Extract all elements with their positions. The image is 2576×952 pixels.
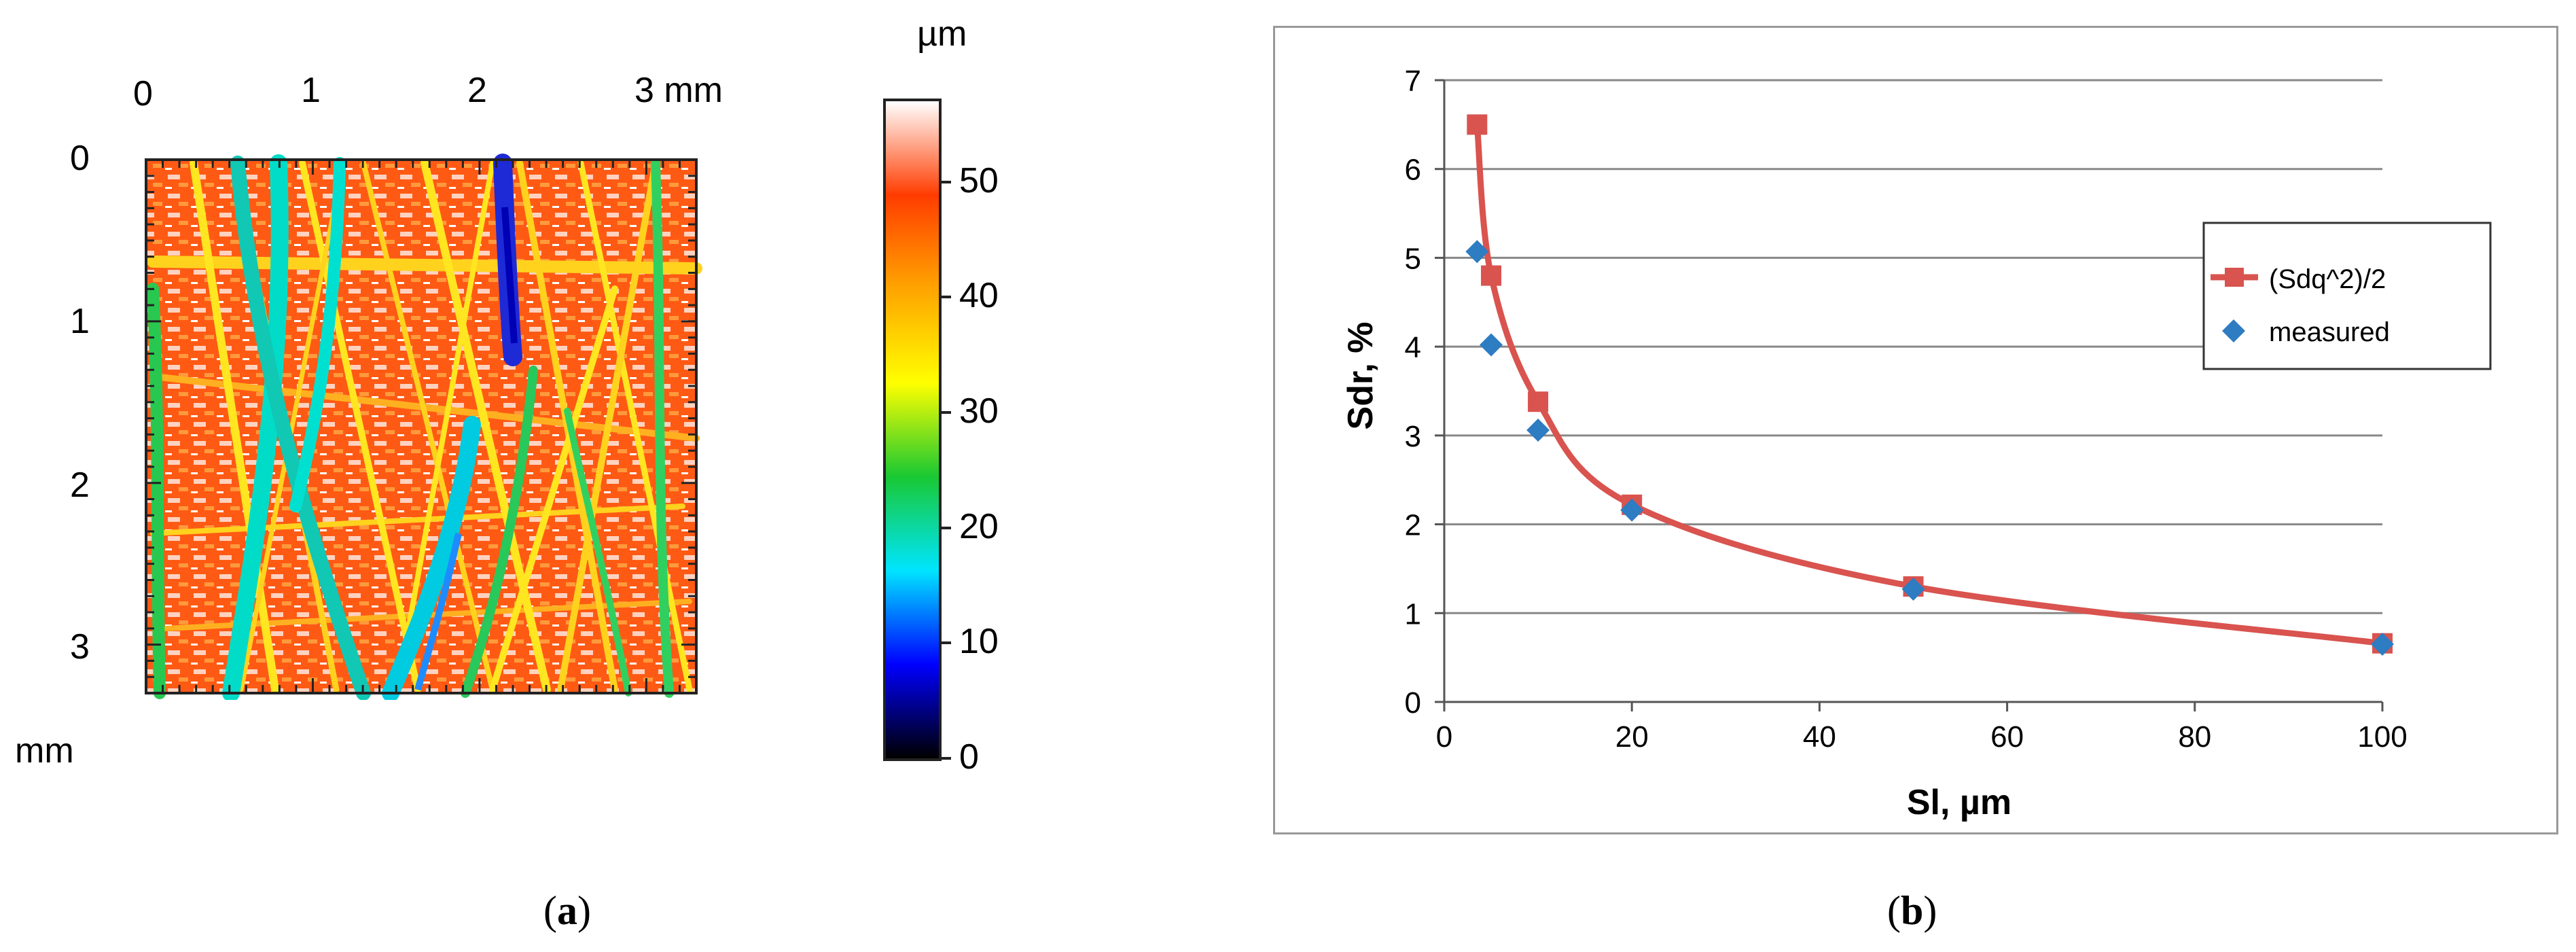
model-point: [1528, 391, 1549, 412]
y-left-tick-0: 0: [70, 139, 90, 178]
colorbar-tick-mark: [942, 296, 951, 299]
x-top-tick-0: 0: [133, 74, 153, 113]
y-tick-label: 4: [1405, 331, 1421, 364]
measured-point: [1620, 498, 1644, 522]
x-tick-label: 20: [1615, 720, 1649, 754]
colorbar-gradient: [886, 101, 939, 758]
colorbar-tick-10: 10: [959, 622, 999, 662]
sdr-chart: 0 1 2 3 4 5 6 7 0 20 40 60 80 100 Sdr, % Sl, µm (Sdq…: [1341, 65, 2492, 822]
x-tick-label: 100: [2357, 720, 2407, 754]
colorbar-tick-0: 0: [959, 737, 979, 777]
measured-point: [1526, 419, 1550, 442]
x-tick-label: 40: [1803, 720, 1836, 754]
y-tick-label: 3: [1405, 420, 1421, 453]
legend: (Sdq^2)/2 measured: [2202, 222, 2492, 370]
x-axis-label: Sl, µm: [1907, 783, 2011, 822]
surface-height-map: [145, 154, 702, 700]
y-left-tick-3: 3: [70, 627, 90, 667]
x-top-tick-2: 2: [467, 71, 487, 110]
y-tick-label: 1: [1405, 597, 1421, 631]
model-point: [1481, 265, 1502, 286]
colorbar-tick-mark: [942, 641, 951, 645]
colorbar-tick-20: 20: [959, 506, 999, 546]
model-curve: [1473, 124, 2383, 647]
chart-frame: [1273, 26, 2558, 834]
legend-measured-label: measured: [2269, 317, 2390, 347]
x-top-tick-1: 1: [301, 71, 321, 110]
legend-square-marker: [2225, 268, 2244, 287]
colorbar-unit: µm: [917, 14, 967, 54]
y-tick-label: 6: [1405, 154, 1421, 187]
legend-model-label: (Sdq^2)/2: [2269, 264, 2386, 294]
x-top-tick-3: 3 mm: [634, 71, 723, 110]
x-tick-label: 0: [1436, 720, 1452, 754]
y-tick-label: 0: [1405, 686, 1421, 720]
unit-mm-label: mm: [15, 731, 74, 771]
caption-b: (b): [1887, 888, 1937, 933]
colorbar-tick-mark: [942, 411, 951, 415]
y-tick-label: 5: [1405, 242, 1421, 275]
x-tick-label: 60: [1990, 720, 2024, 754]
y-tick-label: 7: [1405, 65, 1421, 98]
colorbar-tick-mark: [942, 526, 951, 529]
y-left-tick-1: 1: [70, 302, 90, 341]
colorbar-tick-40: 40: [959, 276, 999, 316]
y-left-tick-2: 2: [70, 465, 90, 505]
colorbar-tick-30: 30: [959, 391, 999, 431]
colorbar-tick-50: 50: [959, 160, 999, 200]
caption-a: (a): [543, 888, 591, 933]
y-axis-label: Sdr, %: [1341, 322, 1380, 430]
colorbar: [883, 99, 942, 761]
colorbar-tick-mark: [942, 757, 951, 760]
measured-point: [1480, 333, 1503, 357]
colorbar-tick-mark: [942, 180, 951, 183]
model-point: [1467, 114, 1488, 135]
y-tick-label: 2: [1405, 509, 1421, 542]
x-tick-label: 80: [2178, 720, 2211, 754]
